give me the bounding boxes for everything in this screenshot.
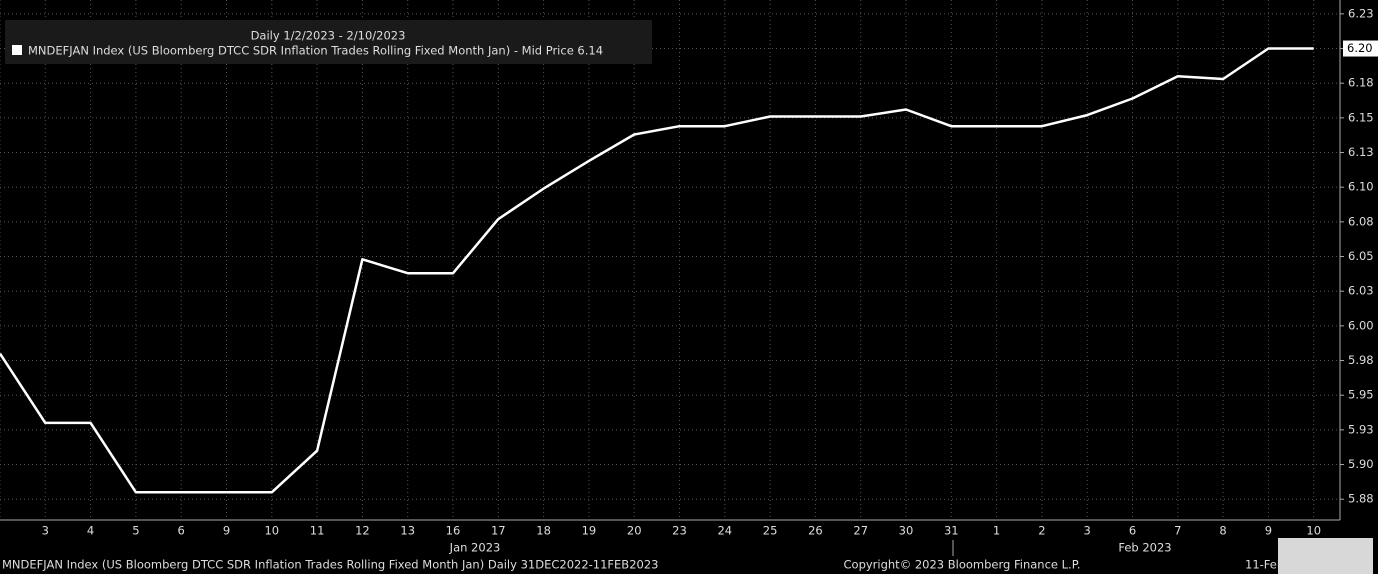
x-tick-label: 6	[1129, 524, 1136, 538]
x-tick-label: 25	[763, 524, 778, 538]
legend-swatch	[12, 45, 22, 55]
month-label: Feb 2023	[1118, 541, 1171, 555]
x-tick-label: 5	[132, 524, 139, 538]
y-tick-label: 5.93	[1348, 422, 1374, 436]
x-tick-label: 8	[1219, 524, 1226, 538]
x-tick-label: 16	[446, 524, 461, 538]
x-tick-label: 3	[42, 524, 49, 538]
x-tick-label: 26	[808, 524, 823, 538]
x-tick-label: 10	[1306, 524, 1321, 538]
y-tick-label: 6.10	[1348, 180, 1374, 194]
y-tick-label: 6.23	[1348, 6, 1374, 20]
x-tick-label: 3	[1084, 524, 1091, 538]
month-label: Jan 2023	[449, 541, 501, 555]
y-tick-label: 6.00	[1348, 318, 1374, 332]
footer-center: Copyright© 2023 Bloomberg Finance L.P.	[844, 558, 1081, 572]
x-tick-label: 19	[582, 524, 597, 538]
y-tick-label: 6.03	[1348, 284, 1374, 298]
x-tick-label: 4	[87, 524, 94, 538]
x-tick-label: 27	[853, 524, 868, 538]
x-tick-label: 2	[1038, 524, 1045, 538]
x-tick-label: 13	[400, 524, 415, 538]
y-tick-label: 5.90	[1348, 457, 1374, 471]
x-tick-label: 9	[223, 524, 230, 538]
x-tick-label: 6	[178, 524, 185, 538]
x-tick-label: 18	[536, 524, 551, 538]
y-tick-label: 6.08	[1348, 214, 1374, 228]
footer-left: MNDEFJAN Index (US Bloomberg DTCC SDR In…	[2, 558, 658, 572]
x-tick-label: 23	[672, 524, 687, 538]
x-tick-label: 12	[355, 524, 370, 538]
y-tick-label: 5.98	[1348, 353, 1374, 367]
y-tick-label: 6.18	[1348, 76, 1374, 90]
x-tick-label: 31	[944, 524, 959, 538]
last-value-box	[1343, 40, 1378, 57]
legend-entry: MNDEFJAN Index (US Bloomberg DTCC SDR In…	[28, 44, 603, 58]
x-tick-label: 1	[993, 524, 1000, 538]
y-tick-label: 6.15	[1348, 110, 1374, 124]
x-tick-label: 24	[717, 524, 732, 538]
x-tick-label: 7	[1174, 524, 1181, 538]
y-tick-label: 6.13	[1348, 145, 1374, 159]
x-tick-label: 17	[491, 524, 506, 538]
x-tick-label: 10	[264, 524, 279, 538]
x-tick-label: 9	[1265, 524, 1272, 538]
grid	[0, 0, 1340, 520]
legend-box	[5, 20, 652, 64]
y-tick-label: 6.05	[1348, 249, 1374, 263]
x-tick-label: 11	[310, 524, 325, 538]
legend-title: Daily 1/2/2023 - 2/10/2023	[251, 29, 406, 43]
x-tick-label: 30	[899, 524, 914, 538]
logo	[1278, 538, 1373, 574]
y-tick-label: 5.88	[1348, 492, 1374, 506]
last-value-label: 6.20	[1347, 41, 1373, 55]
line-series	[0, 47, 1314, 494]
y-tick-label: 5.95	[1348, 388, 1374, 402]
x-tick-label: 20	[627, 524, 642, 538]
